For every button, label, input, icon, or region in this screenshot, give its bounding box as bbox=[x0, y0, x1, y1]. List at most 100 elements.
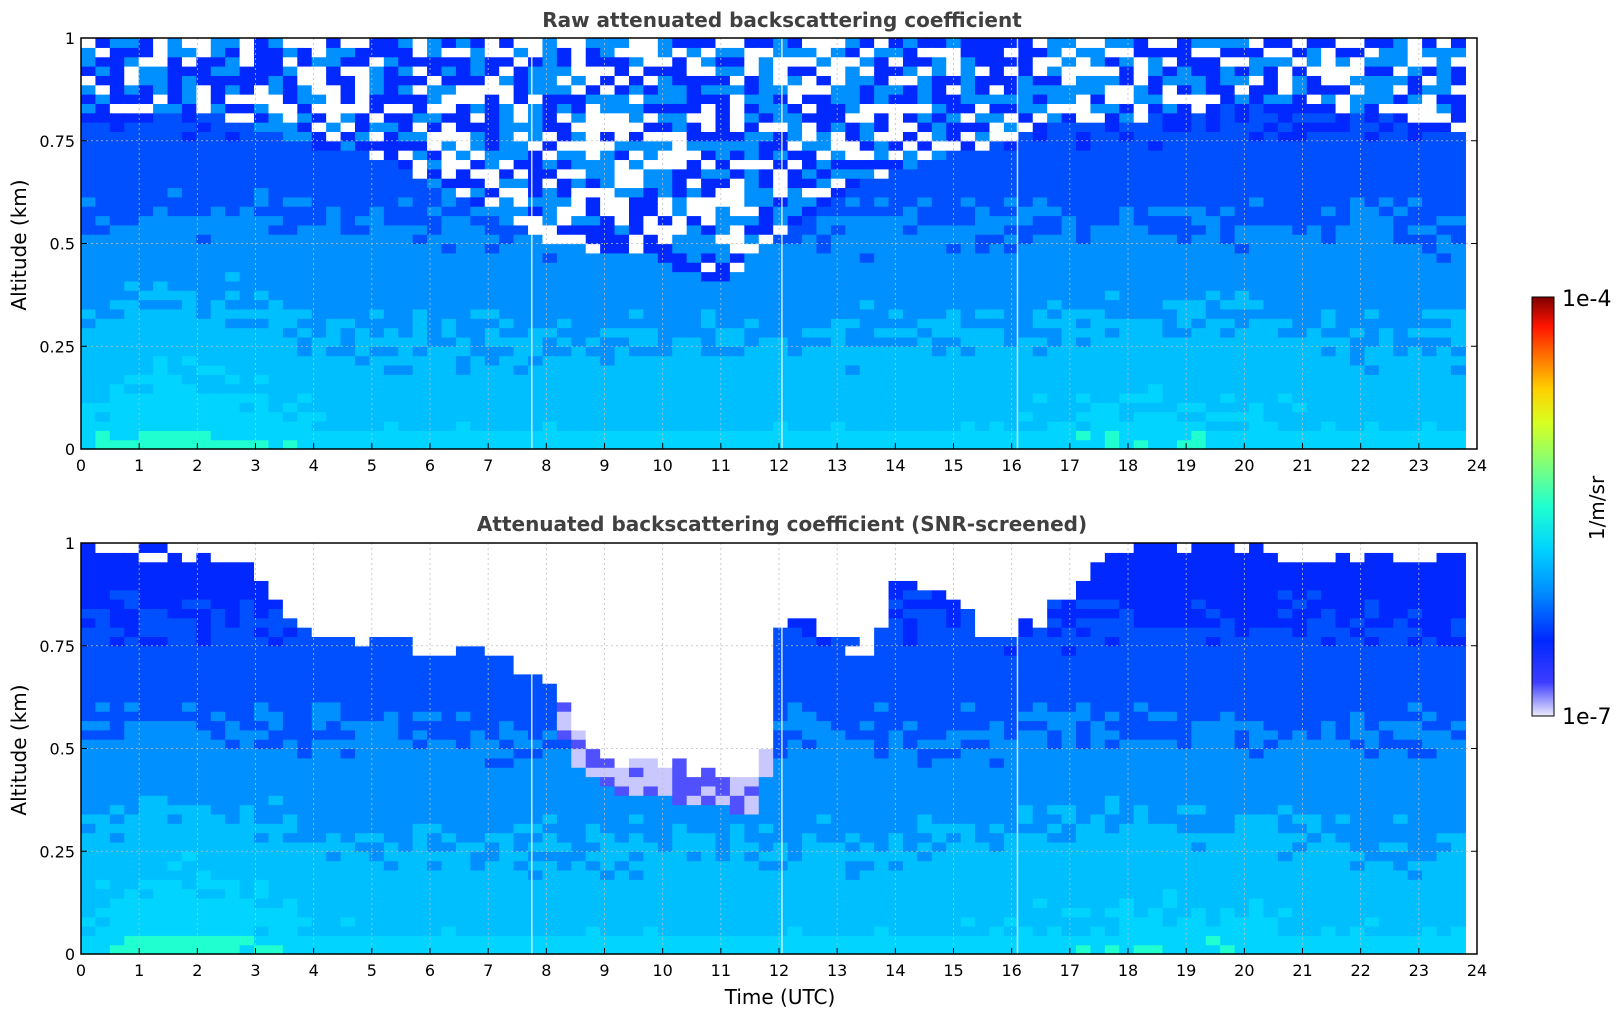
heatmap-cell bbox=[1076, 215, 1092, 226]
heatmap-cell bbox=[729, 327, 745, 338]
heatmap-cell bbox=[1306, 47, 1322, 58]
heatmap-cell bbox=[1191, 252, 1207, 263]
heatmap-cell bbox=[1003, 140, 1019, 151]
heatmap-cell bbox=[1018, 94, 1034, 104]
heatmap-cell bbox=[1018, 430, 1034, 441]
heatmap-cell bbox=[1148, 140, 1164, 151]
heatmap-cell bbox=[138, 112, 154, 123]
heatmap-cell bbox=[1378, 439, 1394, 450]
heatmap-cell bbox=[1249, 178, 1265, 189]
heatmap-cell bbox=[672, 94, 688, 104]
heatmap-cell bbox=[109, 832, 125, 843]
heatmap-cell bbox=[210, 262, 226, 273]
x-tick-label: 0 bbox=[76, 456, 86, 475]
heatmap-cell bbox=[153, 823, 169, 834]
heatmap-cell bbox=[1104, 411, 1120, 422]
heatmap-cell bbox=[874, 262, 890, 273]
heatmap-cell bbox=[859, 392, 875, 403]
heatmap-cell bbox=[109, 785, 125, 796]
heatmap-cell bbox=[167, 280, 183, 291]
heatmap-cell bbox=[672, 103, 688, 114]
heatmap-cell bbox=[1321, 215, 1337, 226]
heatmap-cell bbox=[1003, 392, 1019, 403]
heatmap-cell bbox=[542, 94, 558, 104]
heatmap-cell bbox=[239, 673, 255, 684]
heatmap-cell bbox=[181, 888, 197, 899]
heatmap-cell bbox=[1061, 439, 1077, 450]
heatmap-cell bbox=[297, 935, 313, 946]
heatmap-cell bbox=[81, 869, 97, 880]
heatmap-cell bbox=[931, 159, 947, 170]
heatmap-cell bbox=[816, 327, 832, 338]
heatmap-cell bbox=[282, 571, 298, 581]
heatmap-cell bbox=[1176, 402, 1192, 413]
heatmap-cell bbox=[239, 804, 255, 815]
heatmap-cell bbox=[297, 392, 313, 403]
heatmap-cell bbox=[1292, 243, 1308, 254]
heatmap-cell bbox=[1032, 75, 1048, 86]
heatmap-cell bbox=[758, 308, 774, 319]
heatmap-cell bbox=[989, 299, 1005, 310]
heatmap-cell bbox=[787, 374, 803, 385]
heatmap-cell bbox=[95, 336, 111, 347]
heatmap-cell bbox=[585, 112, 601, 123]
heatmap-cell bbox=[1407, 299, 1423, 310]
heatmap-cell bbox=[1436, 327, 1452, 338]
heatmap-cell bbox=[412, 243, 428, 254]
heatmap-cell bbox=[225, 234, 241, 245]
heatmap-cell bbox=[1047, 252, 1063, 263]
heatmap-cell bbox=[960, 327, 976, 338]
heatmap-cell bbox=[1076, 122, 1092, 133]
heatmap-cell bbox=[81, 627, 97, 638]
heatmap-cell bbox=[773, 75, 789, 86]
heatmap-cell bbox=[715, 234, 731, 245]
heatmap-cell bbox=[1263, 140, 1279, 151]
heatmap-cell bbox=[556, 327, 572, 338]
heatmap-cell bbox=[874, 430, 890, 441]
heatmap-cell bbox=[830, 178, 846, 189]
heatmap-cell bbox=[787, 38, 803, 48]
heatmap-cell bbox=[931, 94, 947, 104]
heatmap-cell bbox=[1061, 103, 1077, 114]
heatmap-cell bbox=[888, 178, 904, 189]
heatmap-cell bbox=[268, 776, 284, 787]
heatmap-cell bbox=[1450, 224, 1466, 235]
heatmap-cell bbox=[311, 75, 327, 86]
heatmap-cell bbox=[585, 234, 601, 245]
heatmap-cell bbox=[1292, 178, 1308, 189]
heatmap-cell bbox=[600, 234, 616, 245]
heatmap-cell bbox=[874, 112, 890, 123]
heatmap-cell bbox=[109, 383, 125, 394]
heatmap-cell bbox=[196, 552, 212, 563]
heatmap-cell bbox=[470, 140, 486, 151]
heatmap-cell bbox=[1378, 280, 1394, 291]
heatmap-cell bbox=[268, 701, 284, 712]
heatmap-cell bbox=[628, 84, 644, 95]
heatmap-cell bbox=[787, 215, 803, 226]
heatmap-cell bbox=[210, 739, 226, 750]
heatmap-cell bbox=[1191, 234, 1207, 245]
heatmap-cell bbox=[1176, 196, 1192, 207]
heatmap-cell bbox=[1104, 364, 1120, 375]
heatmap-cell bbox=[268, 589, 284, 600]
heatmap-cell bbox=[109, 196, 125, 207]
heatmap-cell bbox=[1032, 196, 1048, 207]
heatmap-cell bbox=[109, 767, 125, 778]
heatmap-cell bbox=[1032, 411, 1048, 422]
heatmap-cell bbox=[1277, 187, 1293, 198]
heatmap-cell bbox=[225, 571, 241, 581]
heatmap-cell bbox=[989, 374, 1005, 385]
heatmap-cell bbox=[225, 122, 241, 133]
heatmap-cell bbox=[398, 402, 414, 413]
heatmap-cell bbox=[701, 122, 717, 133]
heatmap-cell bbox=[1306, 94, 1322, 104]
heatmap-cell bbox=[672, 112, 688, 123]
heatmap-cell bbox=[167, 84, 183, 95]
heatmap-cell bbox=[1393, 131, 1409, 142]
heatmap-cell bbox=[513, 187, 529, 198]
heatmap-cell bbox=[1350, 38, 1366, 48]
heatmap-cell bbox=[1450, 252, 1466, 263]
heatmap-cell bbox=[268, 869, 284, 880]
heatmap-cell bbox=[845, 38, 861, 48]
heatmap-cell bbox=[282, 543, 298, 553]
